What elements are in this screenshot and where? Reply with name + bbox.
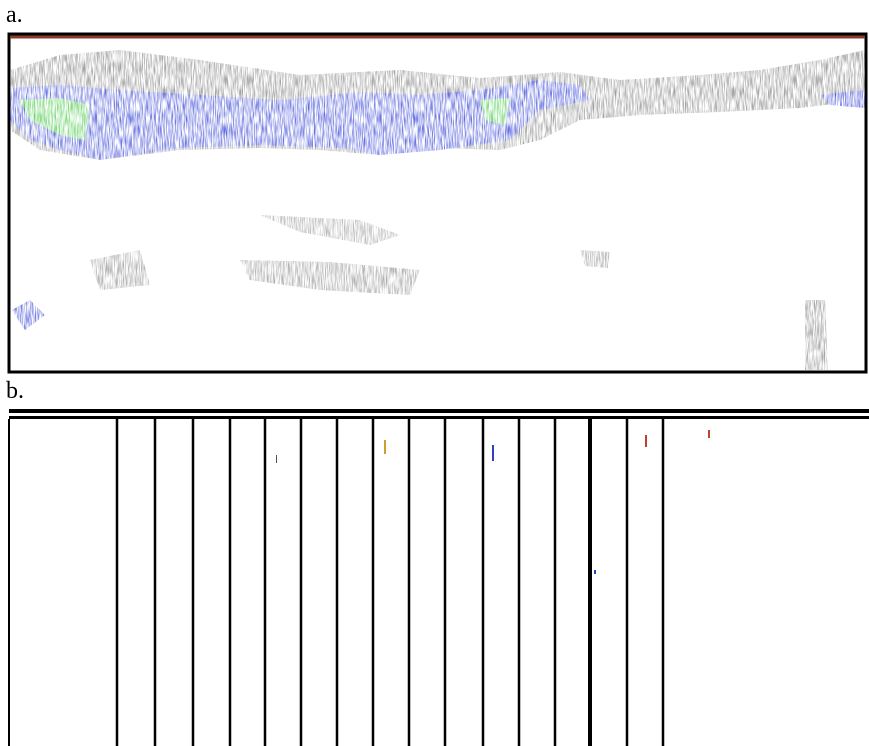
top-band — [9, 409, 869, 413]
echogram-a — [9, 34, 866, 372]
top-band — [9, 416, 869, 419]
ping-gaps — [117, 419, 663, 746]
echogram-b — [9, 409, 869, 746]
echograms — [0, 0, 869, 746]
specks — [276, 430, 710, 574]
figure: a. b. — [0, 0, 869, 746]
